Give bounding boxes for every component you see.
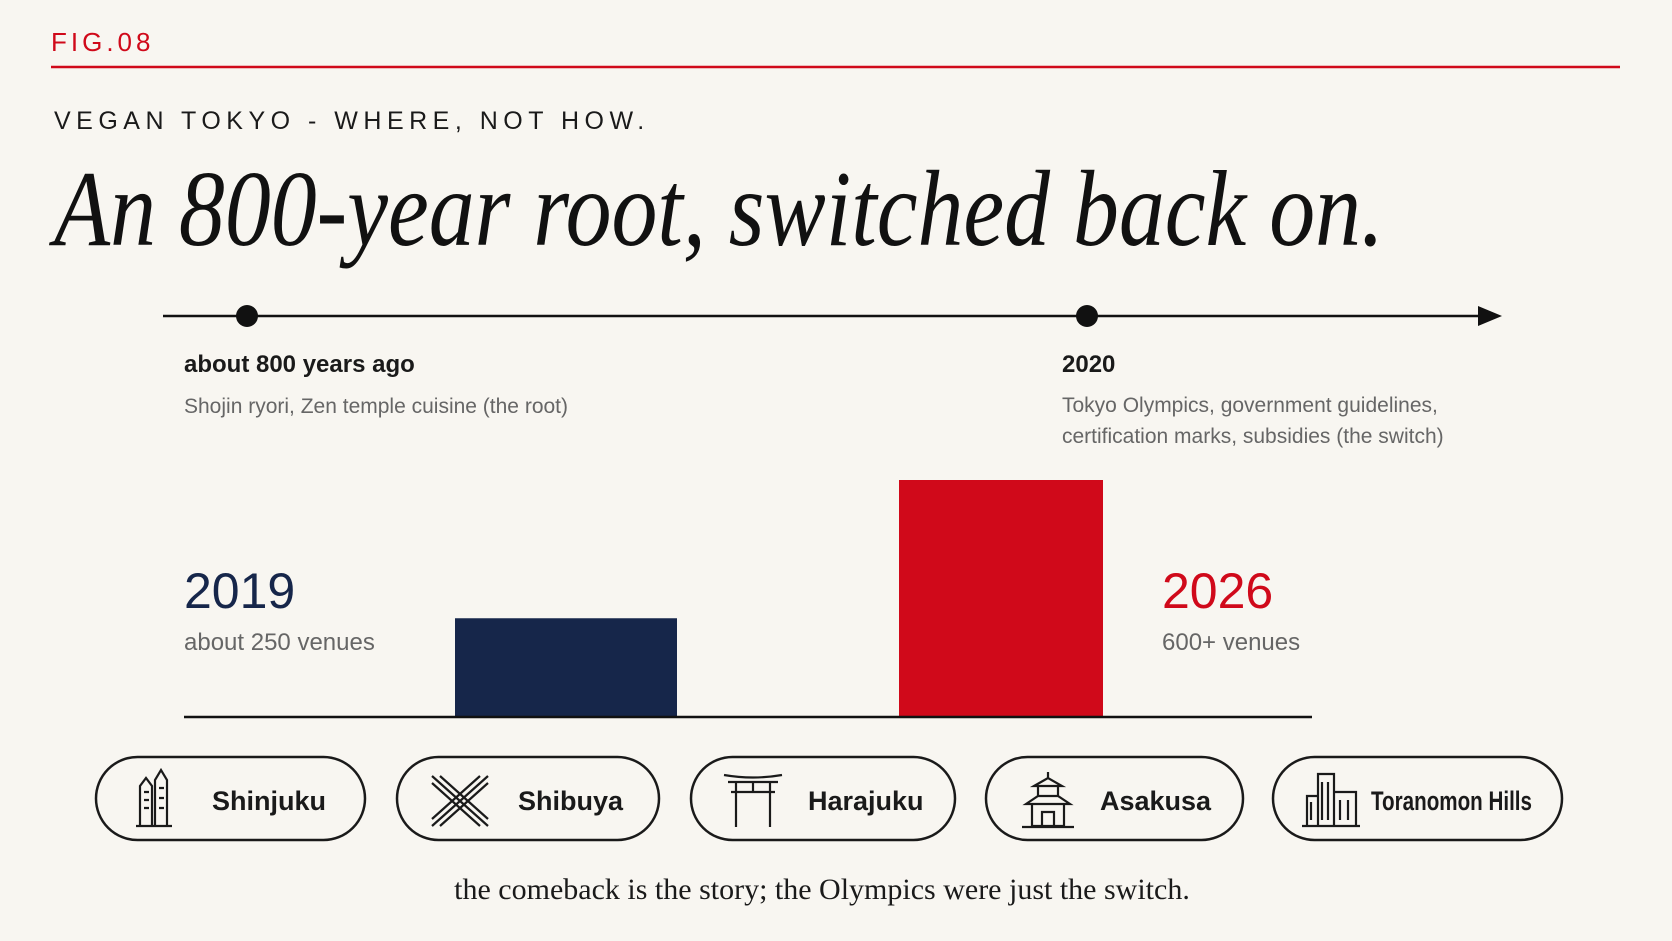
value-label: 600+ venues xyxy=(1162,629,1300,656)
bar-chart: 2019 about 250 venues 2026 600+ venues xyxy=(184,480,1300,717)
bar xyxy=(899,480,1103,717)
pill-label: Toranomon Hills xyxy=(1371,786,1532,816)
pill xyxy=(94,755,367,842)
pill-label: Asakusa xyxy=(1100,786,1212,816)
footer-caption: the comeback is the story; the Olympics … xyxy=(454,873,1190,906)
timeline-arrow xyxy=(1478,306,1502,326)
category-label: 2019 xyxy=(184,563,295,619)
icon-shibuya xyxy=(431,775,489,827)
timeline-text: Tokyo Olympics, government guidelines, xyxy=(1062,394,1438,417)
kicker: VEGAN TOKYO - WHERE, NOT HOW. xyxy=(54,107,650,135)
category-label: 2026 xyxy=(1162,563,1273,619)
value-label: about 250 venues xyxy=(184,629,375,656)
bar xyxy=(455,618,677,717)
headline: An 800-year root, switched back on. xyxy=(49,150,1384,269)
pill xyxy=(984,755,1245,842)
icon-asakusa xyxy=(1022,772,1074,829)
timeline-dot xyxy=(236,305,258,327)
pill xyxy=(689,755,957,842)
timeline-text: certification marks, subsidies (the swit… xyxy=(1062,425,1444,448)
timeline-label: 2020 xyxy=(1062,351,1115,378)
fig-label: FIG.08 xyxy=(51,27,154,57)
timeline-dot xyxy=(1076,305,1098,327)
icon-shinjuku xyxy=(136,767,172,828)
pill-label: Shinjuku xyxy=(212,786,326,816)
pill-label: Shibuya xyxy=(518,786,624,816)
icon-toranomon xyxy=(1302,772,1360,828)
pill-label: Harajuku xyxy=(808,786,924,816)
icon-harajuku xyxy=(723,773,783,827)
pill xyxy=(1271,755,1564,842)
district-pills: Shinjuku Shibuya Harajuku Asakusa Torano… xyxy=(94,755,1564,842)
pill xyxy=(395,755,661,842)
timeline-label: about 800 years ago xyxy=(184,351,415,378)
timeline-text: Shojin ryori, Zen temple cuisine (the ro… xyxy=(184,395,568,418)
